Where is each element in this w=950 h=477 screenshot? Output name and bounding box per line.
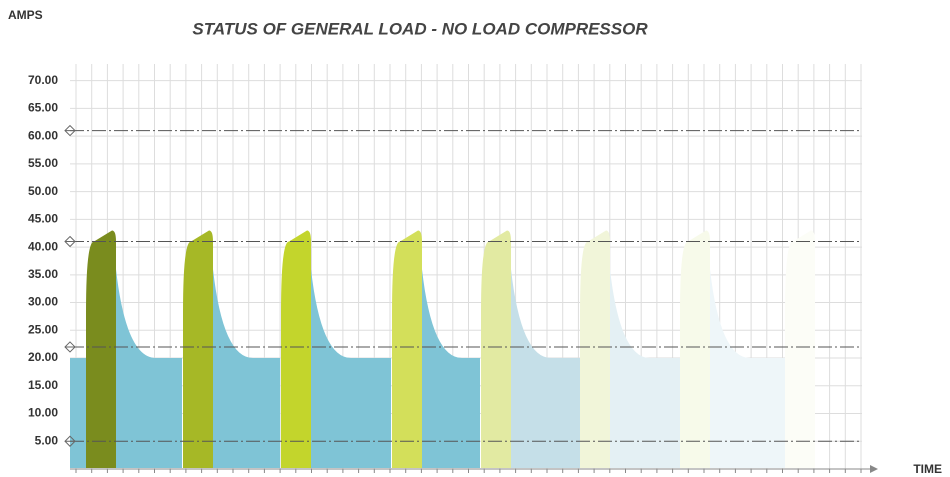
x-axis-label: TIME — [913, 462, 942, 476]
y-tick-label: 35.00 — [28, 267, 58, 281]
startup-current — [680, 230, 710, 468]
y-tick-label: 60.00 — [28, 128, 58, 142]
running-current — [311, 269, 391, 468]
running-current — [116, 269, 182, 468]
y-tick-label: 15.00 — [28, 378, 58, 392]
y-tick-label: 25.00 — [28, 322, 58, 336]
y-tick-label: 70.00 — [28, 73, 58, 87]
startup-current — [481, 230, 511, 468]
y-tick-label: 10.00 — [28, 406, 58, 420]
running-current — [70, 358, 86, 468]
y-axis-label: AMPS — [8, 8, 43, 22]
startup-current — [281, 230, 311, 468]
startup-current — [392, 230, 422, 468]
startup-current — [580, 230, 610, 468]
running-current — [710, 269, 785, 468]
reference-marker — [64, 124, 76, 137]
running-current — [511, 269, 580, 468]
reference-marker — [64, 435, 76, 447]
y-tick-label: 40.00 — [28, 239, 58, 253]
reference-marker — [64, 341, 76, 353]
running-current — [610, 269, 680, 468]
y-tick-label: 65.00 — [28, 101, 58, 115]
y-tick-label: 20.00 — [28, 350, 58, 364]
y-tick-label: 45.00 — [28, 212, 58, 226]
running-current — [213, 269, 280, 468]
startup-current — [785, 230, 815, 468]
x-axis-arrow — [870, 465, 878, 473]
reference-marker — [64, 235, 76, 248]
y-tick-label: 30.00 — [28, 295, 58, 309]
startup-current — [183, 230, 213, 468]
running-current — [422, 269, 480, 468]
y-tick-label: 5.00 — [35, 433, 59, 447]
chart-title: STATUS OF GENERAL LOAD - NO LOAD COMPRES… — [192, 19, 648, 38]
y-tick-label: 50.00 — [28, 184, 58, 198]
startup-current — [86, 230, 116, 468]
y-tick-label: 55.00 — [28, 156, 58, 170]
